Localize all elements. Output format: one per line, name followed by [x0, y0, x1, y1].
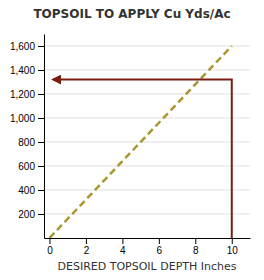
tick: 1,200	[10, 89, 44, 100]
plot-area	[49, 46, 231, 238]
x-axis: 0 2 4 6 8 10	[45, 238, 251, 256]
tick-mark	[38, 46, 44, 47]
tick: 2	[84, 238, 90, 256]
grid-line	[44, 214, 250, 215]
grid-line	[44, 118, 250, 119]
tick-label: 600	[18, 161, 35, 172]
tick-mark	[38, 190, 44, 191]
tick-mark	[232, 238, 233, 244]
tick-label: 400	[18, 185, 35, 196]
tick: 6	[157, 238, 163, 256]
tick-label: 10	[227, 245, 239, 256]
tick-label: 8	[193, 245, 199, 256]
line	[49, 46, 231, 238]
tick-mark	[195, 238, 196, 244]
grid	[44, 46, 250, 214]
tick-label: 800	[18, 137, 35, 148]
tick-label: 2	[84, 245, 90, 256]
chart: 0 2 4 6 8 10 200 400 600 800 1,000 1,200 1,400 1,600 T…	[0, 0, 264, 280]
tick: 800	[18, 137, 44, 148]
tick: 600	[18, 161, 44, 172]
tick-mark	[122, 238, 123, 244]
tick-label: 1,400	[10, 65, 35, 76]
tick-label: 6	[157, 245, 163, 256]
grid-line	[44, 94, 250, 95]
tick-label: 1,200	[10, 89, 35, 100]
tick-label: 4	[120, 245, 126, 256]
tick-mark	[159, 238, 160, 244]
tick: 0	[47, 238, 53, 256]
tick-label: 0	[47, 245, 53, 256]
tick: 200	[18, 209, 44, 220]
tick: 8	[193, 238, 199, 256]
tick-label: 1,000	[10, 113, 35, 124]
tick-mark	[38, 70, 44, 71]
tick-mark	[38, 214, 44, 215]
y-axis: 200 400 600 800 1,000 1,200 1,400 1,600	[10, 35, 45, 239]
tick-label: 200	[18, 209, 35, 220]
tick-label: 1,600	[10, 41, 35, 52]
grid-line	[44, 70, 250, 71]
axis-line	[44, 35, 45, 239]
grid-line	[44, 166, 250, 167]
tick-mark	[38, 94, 44, 95]
line	[53, 80, 232, 238]
x-axis-title: DESIRED TOPSOIL DEPTH Inches	[57, 260, 236, 273]
grid-line	[44, 46, 250, 47]
tick: 4	[120, 238, 126, 256]
axis-line	[45, 238, 251, 239]
tick: 1,000	[10, 113, 44, 124]
tick: 400	[18, 185, 44, 196]
tick-mark	[86, 238, 87, 244]
tick: 1,600	[10, 41, 44, 52]
tick-mark	[38, 118, 44, 119]
tick-mark	[38, 166, 44, 167]
tick-mark	[49, 238, 50, 244]
grid-line	[44, 190, 250, 191]
tick: 1,400	[10, 65, 44, 76]
tick: 10	[227, 238, 239, 256]
grid-line	[44, 142, 250, 143]
title: TOPSOIL TO APPLY Cu Yds/Ac	[33, 7, 230, 21]
tick-mark	[38, 142, 44, 143]
